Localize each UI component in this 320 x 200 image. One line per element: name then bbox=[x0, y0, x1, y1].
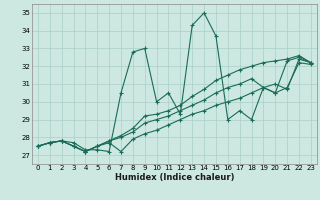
X-axis label: Humidex (Indice chaleur): Humidex (Indice chaleur) bbox=[115, 173, 234, 182]
